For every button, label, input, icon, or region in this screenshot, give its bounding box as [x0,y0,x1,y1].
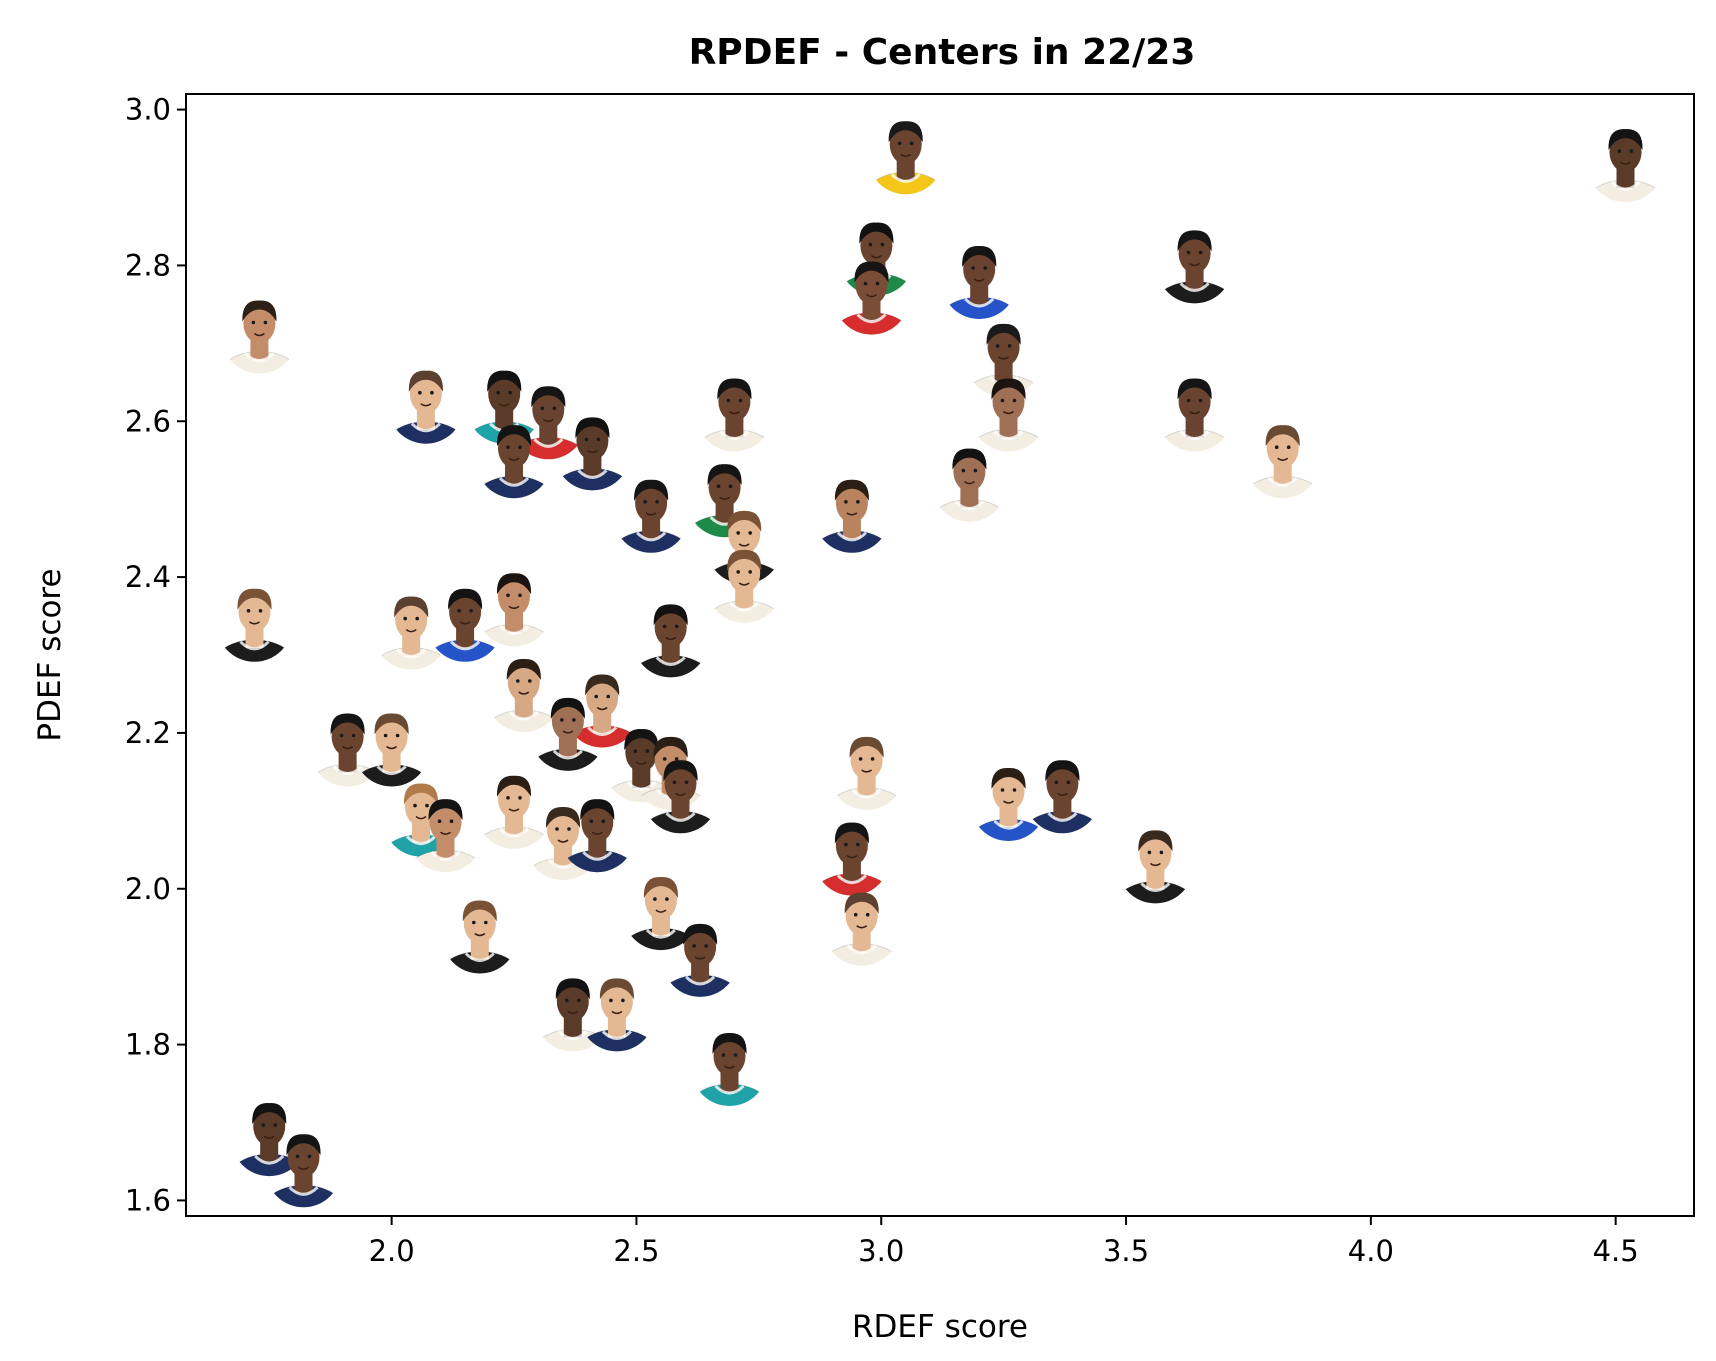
x-tick-label: 3.0 [858,1234,904,1268]
chart-title: RPDEF - Centers in 22/23 [689,32,1196,73]
player-point [216,588,293,662]
player-point [833,261,910,335]
player-point [823,892,900,966]
player-point [706,549,783,623]
y-tick-label: 2.2 [125,716,171,750]
player-point [427,588,504,662]
y-tick-label: 2.8 [125,248,171,282]
player-point [813,822,890,896]
points-layer [216,121,1664,1208]
player-point [441,900,518,974]
player-point [525,806,601,880]
player-point [578,978,655,1052]
x-tick-label: 4.0 [1348,1234,1394,1268]
player-point [662,923,739,997]
player-point [221,300,298,374]
x-axis-label: RDEF score [852,1309,1028,1345]
player-point [696,378,773,452]
y-tick-label: 1.8 [125,1028,171,1062]
player-point [529,697,606,771]
y-tick-label: 1.6 [125,1183,171,1217]
player-point [828,736,905,810]
player-point [476,573,552,647]
player-point [554,417,631,491]
player-point [1156,378,1233,452]
player-point [970,378,1047,452]
player-point [622,877,699,951]
player-point [387,370,464,444]
y-axis-label: PDEF score [32,568,68,741]
y-tick-label: 2.6 [125,404,171,438]
player-point [485,658,562,732]
x-axis: 2.0 2.5 3.0 3.5 4.0 4.5 [369,1216,1639,1268]
x-tick-label: 4.5 [1593,1234,1639,1268]
player-point [867,121,944,195]
player-point [407,799,484,873]
player-point [691,1032,768,1106]
x-tick-label: 2.0 [369,1234,415,1268]
player-point [642,760,719,834]
player-point [476,775,552,849]
x-tick-label: 3.5 [1103,1234,1149,1268]
player-point [1117,830,1194,904]
y-tick-label: 2.4 [125,560,171,594]
player-point [941,245,1018,319]
y-axis: 1.6 1.8 2.0 2.2 2.4 2.6 2.8 3.0 [125,93,186,1217]
player-point [813,479,890,553]
player-point [476,425,552,499]
player-point [559,799,636,873]
player-point [265,1134,342,1208]
player-point [1156,230,1233,304]
player-point [353,713,430,787]
x-tick-label: 2.5 [613,1234,659,1268]
y-tick-label: 2.0 [125,872,171,906]
player-point [931,448,1008,522]
player-point [1587,129,1664,203]
player-point [373,596,450,670]
player-point [564,674,641,748]
player-point [632,604,709,678]
y-tick-label: 3.0 [125,93,171,127]
player-point [613,479,690,553]
player-point [1024,760,1101,834]
plot-frame [185,93,1695,1217]
player-point [1244,425,1321,499]
player-point [970,767,1047,841]
